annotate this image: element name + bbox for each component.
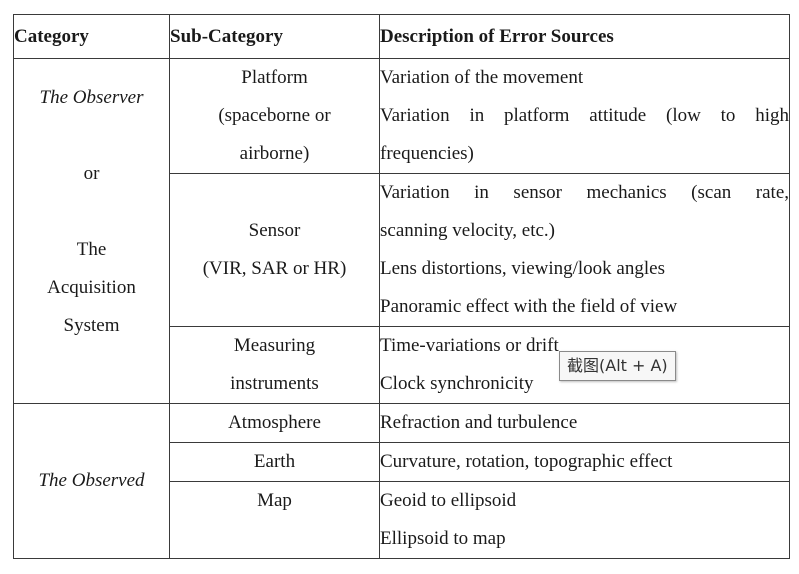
description-map: Geoid to ellipsoid Ellipsoid to map [379, 481, 790, 559]
error-sources-table: Category Sub-Category Description of Err… [13, 14, 790, 559]
description-line: Variation in sensor mechanics (scan rate… [380, 182, 789, 203]
description-line: Clock synchronicity [380, 373, 534, 394]
sub-category-line: (VIR, SAR or HR) [202, 258, 347, 279]
sub-category-measuring: Measuring instruments [169, 326, 380, 404]
header-row: Category Sub-Category Description of Err… [13, 14, 790, 59]
description-earth: Curvature, rotation, topographic effect [379, 442, 790, 482]
sub-category-sensor: Sensor (VIR, SAR or HR) [169, 173, 380, 327]
description-line: frequencies) [380, 143, 474, 164]
sub-category-atmosphere: Atmosphere [169, 403, 380, 443]
description-line: Variation in platform attitude (low to h… [380, 105, 789, 126]
header-category: Category [13, 14, 170, 59]
table-row-atmosphere: The Observed Atmosphere Refraction and t… [13, 403, 790, 559]
table-row-sensor: Sensor (VIR, SAR or HR) Variation in sen… [14, 173, 790, 327]
description-line: Geoid to ellipsoid [380, 490, 517, 511]
sub-category-line: Measuring [233, 335, 316, 356]
header-description: Description of Error Sources [379, 14, 790, 59]
category-observer: The Observer or The Acquisition System [13, 58, 170, 404]
table-row-map: Map Geoid to ellipsoid Ellipsoid to map [14, 481, 790, 559]
table-row-measuring: Measuring instruments Time-variations or… [14, 326, 790, 404]
sub-category-line: (spaceborne or [218, 105, 331, 126]
category-observer-line: System [63, 315, 120, 336]
category-observer-line: Acquisition [47, 277, 136, 298]
description-atmosphere: Refraction and turbulence [379, 403, 790, 443]
sub-category-line: Platform [241, 67, 308, 88]
screenshot-shortcut-tooltip: 截图(Alt + A) [559, 351, 676, 381]
table-row-platform: The Observer or The Acquisition System P… [13, 58, 790, 404]
sub-category-line: Sensor [248, 220, 301, 241]
sub-category-platform: Platform (spaceborne or airborne) [169, 58, 380, 174]
category-observer-line: or [83, 163, 100, 184]
description-line: Time-variations or drift [380, 335, 559, 356]
header-sub-category: Sub-Category [169, 14, 380, 59]
sub-category-line: airborne) [239, 143, 310, 164]
sub-category-earth: Earth [169, 442, 380, 482]
category-observer-line: The Observer [39, 87, 144, 108]
description-line: scanning velocity, etc.) [380, 220, 555, 241]
description-sensor: Variation in sensor mechanics (scan rate… [379, 173, 790, 327]
category-observer-line: The [76, 239, 107, 260]
description-platform: Variation of the movement Variation in p… [379, 58, 790, 174]
description-line: Panoramic effect with the field of view [380, 296, 678, 317]
sub-category-map: Map [169, 481, 380, 559]
category-observed: The Observed [13, 403, 170, 559]
description-line: Variation of the movement [380, 67, 584, 88]
description-line: Ellipsoid to map [380, 528, 506, 549]
description-line: Lens distortions, viewing/look angles [380, 258, 665, 279]
sub-category-line: instruments [230, 373, 319, 394]
